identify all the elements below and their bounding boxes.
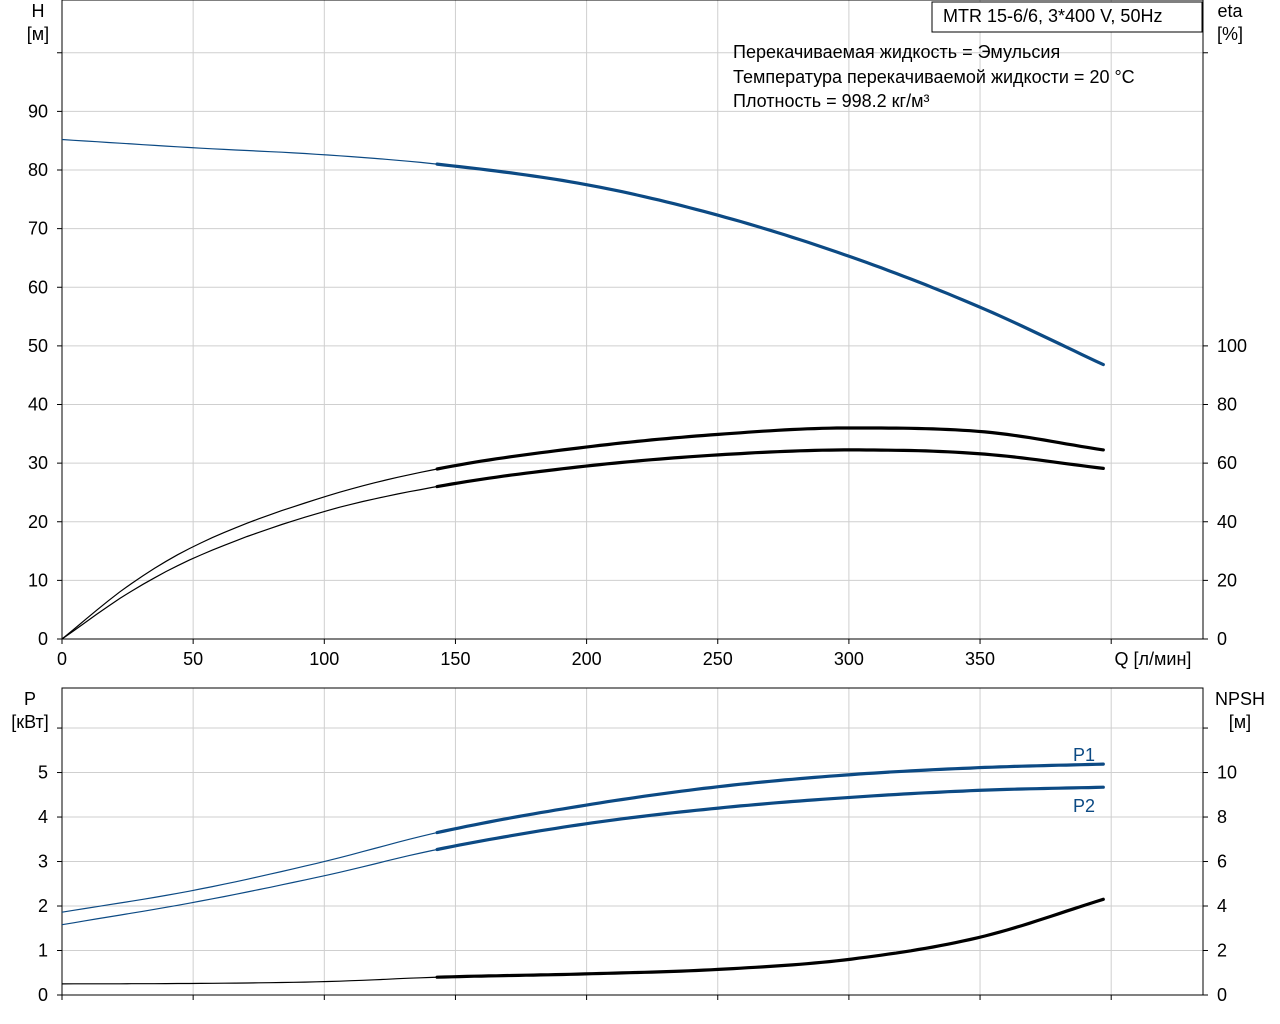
series-0-1-line [61,427,1104,640]
plot-frame [61,687,1204,996]
bottom-left-axis-label: P [кВт] [11,689,49,732]
y-right-tick-label: 8 [1217,807,1227,827]
series-0-1-operating-range [435,426,1105,471]
bottom-right-axis-label: NPSH [м] [1215,689,1265,732]
series-0-2-line [61,449,1104,640]
y-right-tick-label: 20 [1217,570,1237,590]
series-1-1-line [61,786,1104,926]
h-axis-unit: [м] [27,24,49,44]
eta-axis-label: eta [1217,1,1243,21]
series-1-0-line [61,763,1104,913]
plot-frame [61,0,1204,640]
series-0-0-operating-range [435,162,1105,367]
top-left-axis-label: H [м] [27,1,49,44]
y-right-tick-label: 0 [1217,985,1227,1005]
y-right-tick-label: 100 [1217,336,1247,356]
x-tick-label: 100 [309,649,339,669]
x-tick-label: 50 [183,649,203,669]
y-left-tick-label: 40 [28,395,48,415]
y-left-tick-label: 80 [28,160,48,180]
y-right-tick-label: 0 [1217,629,1227,649]
h-axis-label: H [32,1,45,21]
y-left-tick-label: 30 [28,453,48,473]
power-npsh-panel: 0 1 2 3 4 5 0 2 4 6 8 10 [38,687,1237,1005]
x-tick-label: 0 [57,649,67,669]
y-right-tick-label: 60 [1217,453,1237,473]
npsh-axis-label: NPSH [1215,689,1265,709]
npsh-axis-unit: [м] [1229,712,1251,732]
fluid-info: Перекачиваемая жидкость = Эмульсия Темпе… [733,42,1135,111]
top-right-axis-label: eta [%] [1217,1,1244,44]
y-right-tick-label: 80 [1217,395,1237,415]
y-left-tick-label: 10 [28,570,48,590]
y-left-tick-label: 1 [38,941,48,961]
y-right-tick-label: 6 [1217,852,1227,872]
head-efficiency-panel: 0 10 20 30 40 50 60 70 80 90 0 20 40 60 80 100 0 50 100 150… [28,0,1247,669]
x-tick-label: 250 [703,649,733,669]
y-right-tick-label: 10 [1217,763,1237,783]
series-0-0-line [61,138,1104,366]
y-left-tick-label: 20 [28,512,48,532]
y-left-tick-label: 0 [38,629,48,649]
y-left-tick-label: 70 [28,219,48,239]
fluid-info-density: Плотность = 998.2 кг/м³ [733,91,929,111]
y-left-tick-label: 0 [38,985,48,1005]
series-0-2-operating-range [435,448,1105,489]
series-1-2-line [61,898,1104,985]
y-left-tick-label: 4 [38,807,48,827]
eta-axis-unit: [%] [1217,24,1243,44]
y-left-tick-label: 60 [28,277,48,297]
model-box-text: MTR 15-6/6, 3*400 V, 50Hz [943,6,1162,26]
q-axis-label: Q [л/мин] [1115,649,1192,669]
y-left-tick-label: 90 [28,101,48,121]
y-right-tick-label: 2 [1217,941,1227,961]
y-left-tick-label: 50 [28,336,48,356]
x-tick-label: 300 [834,649,864,669]
y-right-tick-label: 4 [1217,896,1227,916]
series-1-1-operating-range [435,785,1105,852]
y-left-tick-label: 3 [38,852,48,872]
model-box-frame [931,1,1203,33]
p-axis-unit: [кВт] [11,712,49,732]
p1-series-label: P1 [1073,745,1095,765]
series-1-0-operating-range [435,762,1105,835]
fluid-info-temperature: Температура перекачиваемой жидкости = 20… [733,67,1135,87]
p2-series-label: P2 [1073,796,1095,816]
y-left-tick-label: 5 [38,763,48,783]
x-tick-label: 350 [965,649,995,669]
y-left-tick-label: 2 [38,896,48,916]
x-tick-label: 150 [440,649,470,669]
fluid-info-liquid: Перекачиваемая жидкость = Эмульсия [733,42,1060,62]
series-1-2-operating-range [435,897,1105,979]
p-axis-label: P [24,689,36,709]
y-right-tick-label: 40 [1217,512,1237,532]
x-tick-label: 200 [572,649,602,669]
model-box: MTR 15-6/6, 3*400 V, 50Hz [931,1,1203,33]
